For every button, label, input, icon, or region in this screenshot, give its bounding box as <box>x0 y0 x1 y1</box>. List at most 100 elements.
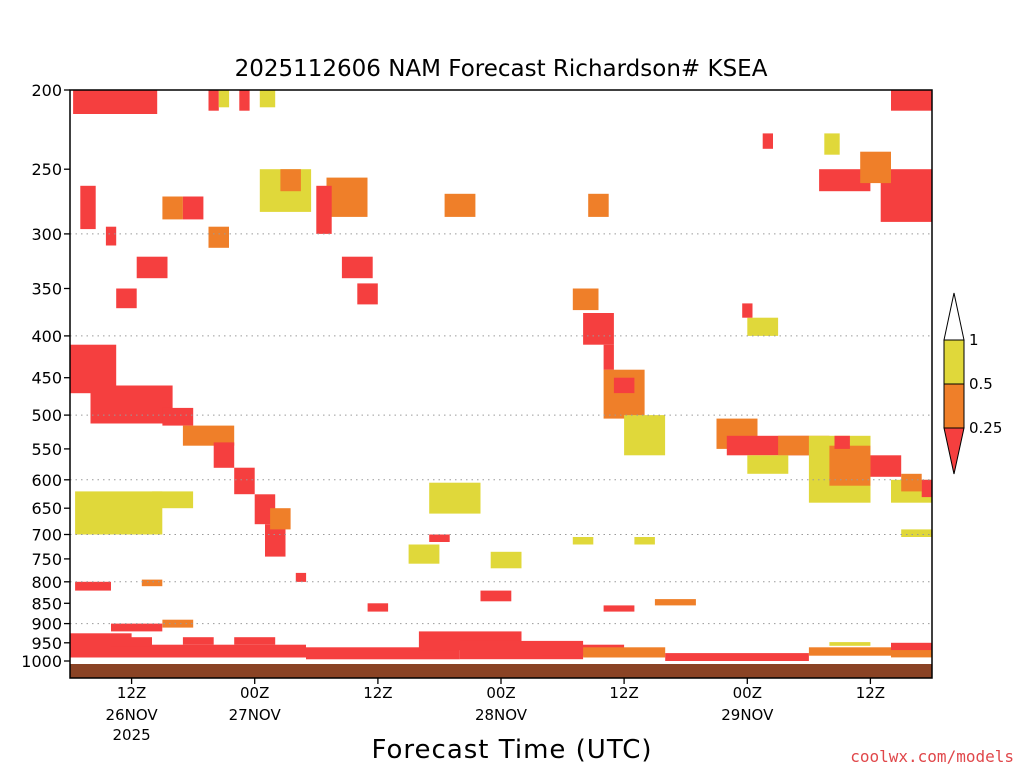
ri-cell-7 <box>762 133 773 149</box>
ri-cell-83 <box>665 653 809 661</box>
ri-cell-1 <box>208 90 219 111</box>
ri-cell-3 <box>239 90 250 111</box>
ri-cell-78 <box>306 647 460 660</box>
ri-cell-6 <box>824 133 840 155</box>
ri-cell-23 <box>116 288 137 309</box>
legend-colorbar: 1 0.5 0.25 <box>943 292 1002 475</box>
ri-cell-9 <box>280 169 301 192</box>
y-tick-label-1000: 1000 <box>21 652 62 671</box>
ri-cell-53 <box>870 455 902 477</box>
credit-watermark: coolwx.com/models <box>850 747 1014 766</box>
ri-cell-41 <box>265 524 286 557</box>
ground-band <box>70 664 932 678</box>
legend-label-2: 0.25 <box>969 419 1002 437</box>
ri-cell-84 <box>808 647 932 656</box>
ri-cell-87 <box>891 650 932 658</box>
x-tick-date-5: 29NOV <box>721 706 774 724</box>
ri-cell-24 <box>341 256 373 279</box>
y-tick-label-550: 550 <box>31 440 62 459</box>
y-tick-label-400: 400 <box>31 327 62 346</box>
ri-cell-69 <box>603 605 635 612</box>
ri-cell-71 <box>111 623 163 632</box>
y-tick-label-500: 500 <box>31 406 62 425</box>
ri-cell-37 <box>182 425 235 446</box>
ri-cell-31 <box>624 415 666 456</box>
plot-area <box>69 89 933 679</box>
ri-cell-72 <box>162 619 194 628</box>
y-axis: 200 250 300 350 400 450 500 550 600 650 700 750 800 8… <box>21 81 70 671</box>
ri-cell-5 <box>891 90 932 111</box>
ri-cell-70 <box>654 599 696 606</box>
x-tick-label-5: 00Z <box>733 684 762 702</box>
legend-lower-triangle <box>943 427 965 475</box>
y-tick-label-450: 450 <box>31 369 62 388</box>
ri-cell-17 <box>162 196 183 220</box>
ri-cell-29 <box>603 369 645 419</box>
ri-cell-65 <box>75 581 111 591</box>
y-tick-label-250: 250 <box>31 160 62 179</box>
ri-cell-86 <box>829 642 871 646</box>
y-tick-label-700: 700 <box>31 526 62 545</box>
ri-cell-59 <box>408 544 440 564</box>
ri-cell-82 <box>583 647 666 658</box>
ri-cell-40 <box>254 494 276 525</box>
ri-cell-63 <box>634 537 655 545</box>
ri-cell-57 <box>921 479 932 498</box>
ri-cell-77 <box>234 637 276 645</box>
plot-background <box>70 90 932 678</box>
ri-cell-74 <box>70 644 306 658</box>
ri-cell-66 <box>141 579 163 587</box>
ri-cell-75 <box>111 637 152 647</box>
ri-cell-2 <box>218 90 230 108</box>
y-tick-label-650: 650 <box>31 499 62 518</box>
x-tick-label-2: 12Z <box>363 684 392 702</box>
legend-upper-triangle <box>943 292 965 341</box>
ri-cell-61 <box>490 551 522 569</box>
ri-cell-28 <box>603 344 614 370</box>
ri-cell-22 <box>136 256 168 279</box>
ri-cell-33 <box>742 303 753 318</box>
ri-cell-36 <box>162 407 194 426</box>
ri-cell-44 <box>152 491 194 509</box>
x-axis: 12Z 26NOV 2025 00Z 27NOV 12Z 00Z 28NOV 12Z 00Z 29N… <box>106 678 885 744</box>
ri-cell-4 <box>259 90 276 108</box>
ri-cell-10 <box>326 177 368 217</box>
legend-box-orange <box>943 383 965 429</box>
ri-cell-26 <box>572 288 599 311</box>
ri-cell-34 <box>70 344 117 394</box>
ri-cell-85 <box>891 642 932 651</box>
x-tick-date-1: 27NOV <box>229 706 282 724</box>
x-tick-label-1: 00Z <box>240 684 269 702</box>
legend-box-yellow <box>943 339 965 385</box>
y-tick-label-200: 200 <box>31 81 62 100</box>
y-tick-label-350: 350 <box>31 280 62 299</box>
y-tick-label-800: 800 <box>31 573 62 592</box>
y-tick-label-750: 750 <box>31 550 62 569</box>
ri-cell-13 <box>588 193 609 217</box>
y-tick-label-950: 950 <box>31 634 62 653</box>
ri-cell-12 <box>444 193 476 217</box>
ri-cell-81 <box>542 644 625 656</box>
ri-cell-39 <box>234 467 255 495</box>
ri-cell-20 <box>80 185 96 230</box>
ri-cell-38 <box>213 442 235 468</box>
x-axis-label: Forecast Time (UTC) <box>371 735 652 765</box>
ri-cell-19 <box>208 226 229 248</box>
ri-cell-64 <box>295 572 307 582</box>
ri-cell-18 <box>182 196 204 220</box>
ri-cell-43 <box>75 491 163 535</box>
ri-cell-76 <box>182 637 214 645</box>
ri-cell-58 <box>901 529 932 537</box>
ri-cell-50 <box>747 455 789 474</box>
ri-cell-67 <box>367 603 389 612</box>
ri-cell-42 <box>270 508 291 530</box>
ri-cell-21 <box>105 226 117 246</box>
x-tick-label-4: 12Z <box>609 684 638 702</box>
ri-cell-27 <box>583 313 614 345</box>
ri-cell-16 <box>860 151 891 184</box>
x-tick-year-0: 2025 <box>113 726 151 744</box>
ri-cell-11 <box>316 185 332 234</box>
x-tick-label-3: 00Z <box>486 684 515 702</box>
x-tick-label-6: 12Z <box>856 684 885 702</box>
